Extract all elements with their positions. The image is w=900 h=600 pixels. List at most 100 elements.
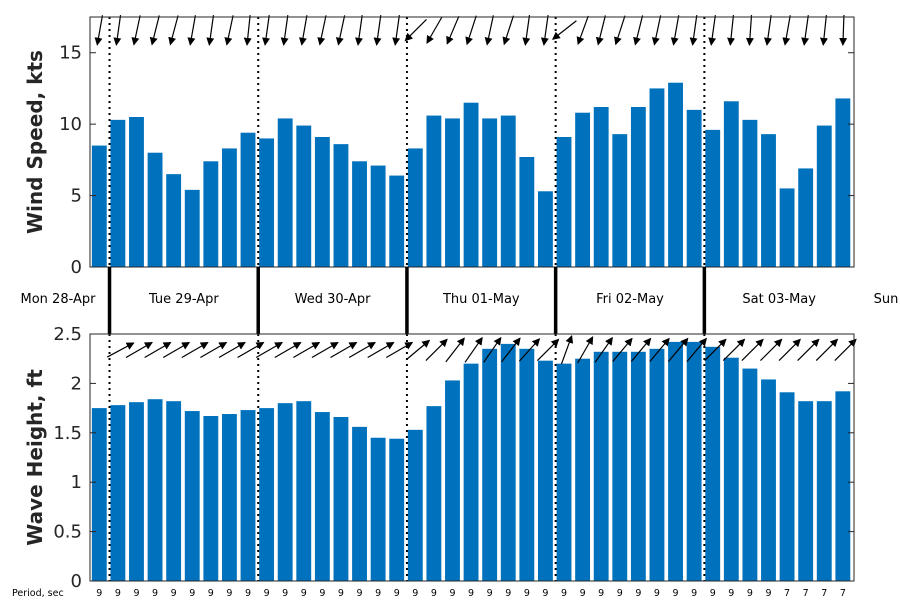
period-value: 9 (710, 588, 716, 599)
wind-direction-arrow (168, 15, 179, 46)
wave-direction-arrow (518, 338, 541, 362)
wind-bar (723, 101, 739, 268)
period-value: 9 (487, 588, 493, 599)
wind-bar (500, 115, 516, 267)
period-value: 9 (747, 588, 753, 599)
wave-direction-arrow (501, 337, 521, 363)
wind-direction-arrow (484, 15, 494, 46)
day-label: Fri 02-May (596, 292, 664, 307)
wave-direction-arrow (722, 338, 746, 362)
wave-direction-arrow (686, 337, 707, 362)
wind-direction-arrow (651, 15, 662, 46)
wind-bar (166, 174, 182, 267)
period-value: 9 (561, 588, 567, 599)
period-value: 9 (115, 588, 121, 599)
wave-direction-arrow (293, 341, 321, 359)
wave-bar (705, 346, 721, 581)
wind-ytick-label: 10 (59, 114, 82, 135)
wave-bar (426, 406, 442, 581)
day-label: Tue 29-Apr (148, 292, 219, 307)
wind-direction-arrow (113, 15, 122, 46)
wind-direction-arrow (614, 15, 626, 46)
period-value: 9 (468, 588, 474, 599)
wind-direction-arrow (727, 15, 736, 46)
wave-ylabel: Wave Height, ft (23, 369, 47, 546)
wave-bar (147, 399, 163, 581)
wave-ytick-label: 1.5 (53, 423, 82, 444)
wave-bar (668, 341, 683, 581)
wind-bar (779, 188, 795, 267)
wave-direction-arrow (464, 336, 483, 363)
wind-ytick-label: 15 (59, 43, 82, 64)
wave-direction-arrow (218, 341, 246, 359)
wave-bar (407, 429, 423, 581)
wave-bar (314, 412, 330, 581)
wind-bar (816, 125, 832, 267)
wave-bar (612, 351, 628, 581)
wave-bar (296, 401, 312, 581)
period-value: 9 (282, 588, 288, 599)
period-value: 9 (189, 588, 195, 599)
wind-axes-box (89, 16, 855, 268)
wave-bar (482, 348, 498, 581)
wind-direction-arrow (373, 15, 382, 46)
day-label: Sat 03-May (742, 292, 816, 307)
wave-axes-box (89, 333, 855, 582)
period-value: 9 (338, 588, 344, 599)
wave-bar (370, 437, 386, 581)
wind-bar (537, 191, 553, 267)
period-value: 9 (208, 588, 214, 599)
wind-direction-arrow (243, 15, 252, 46)
wind-bar (110, 119, 126, 267)
wind-bar (761, 134, 776, 267)
wind-bar (296, 125, 312, 267)
wave-bar (389, 438, 405, 581)
wind-bar (277, 118, 293, 267)
period-value: 9 (728, 588, 734, 599)
wind-direction-arrow (131, 15, 141, 46)
period-value: 7 (821, 588, 827, 599)
wave-direction-arrow (330, 341, 358, 359)
wind-bar (798, 168, 814, 267)
wind-direction-arrow (446, 15, 460, 45)
wind-direction-arrow (426, 16, 443, 44)
wave-direction-arrow (668, 337, 689, 362)
wind-bar (686, 109, 702, 267)
wave-direction-arrow (630, 337, 652, 362)
wind-direction-arrow (280, 15, 289, 46)
wave-bar (221, 414, 237, 581)
wind-bar (649, 88, 665, 267)
wind-direction-arrow (206, 15, 215, 46)
wave-bar (630, 351, 646, 581)
wave-direction-arrow (200, 341, 228, 359)
wave-bar (686, 341, 702, 581)
period-value: 9 (264, 588, 270, 599)
wind-bar (575, 112, 591, 267)
wind-bar (314, 137, 330, 267)
period-value: 9 (617, 588, 623, 599)
period-value: 9 (505, 588, 511, 599)
wave-direction-arrow (797, 338, 820, 362)
wave-direction-arrow (144, 341, 172, 359)
period-value: 9 (673, 588, 679, 599)
wave-bar (649, 348, 665, 581)
wind-direction-arrow (335, 15, 346, 46)
wind-direction-arrow (670, 15, 680, 46)
day-label: Wed 30-Apr (295, 292, 372, 307)
wind-bar (129, 117, 144, 267)
period-value: 9 (412, 588, 418, 599)
period-value: 9 (431, 588, 437, 599)
wind-ytick-label: 5 (71, 186, 82, 207)
day-label-strip: Mon 28-Apr Tue 29-Apr Wed 30-Apr Thu 01-May… (21, 267, 898, 334)
wind-direction-arrow (576, 15, 589, 46)
wind-bar (705, 129, 721, 267)
wind-direction-arrow (595, 15, 606, 46)
wind-direction-arrow (317, 15, 327, 46)
wind-bar (147, 152, 163, 267)
wave-bar (91, 408, 107, 581)
wind-direction-arrow (745, 14, 754, 46)
period-value: 9 (357, 588, 363, 599)
wind-direction-arrow (839, 14, 848, 46)
wave-bar (816, 401, 832, 581)
